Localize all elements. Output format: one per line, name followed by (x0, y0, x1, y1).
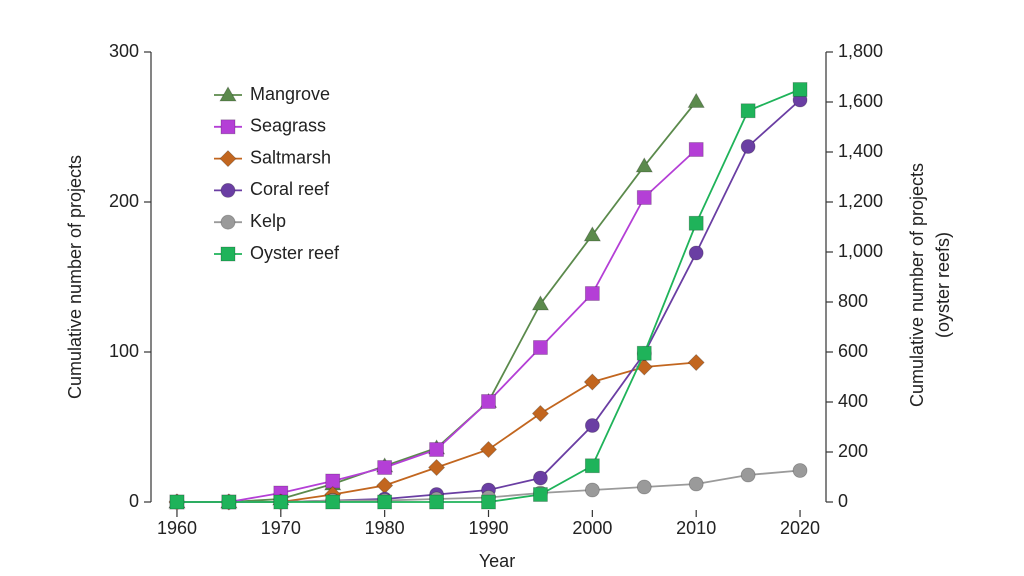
legend-marker (219, 86, 237, 102)
x-tick-label: 1970 (261, 518, 301, 538)
legend-marker (220, 246, 236, 262)
y2-tick-label: 1,800 (838, 41, 883, 61)
series-line (176, 361, 697, 503)
y-tick-label: 0 (129, 491, 139, 511)
data-point (740, 139, 756, 154)
x-tick-label: 1960 (157, 518, 197, 538)
x-tick-label: 1980 (365, 518, 405, 538)
y-tick-label: 100 (109, 341, 139, 361)
x-tick-label: 2020 (780, 518, 820, 538)
y2-axis-title: Cumulative number of projects (907, 163, 927, 407)
legend-label: Oyster reef (250, 243, 340, 263)
legend-marker (220, 214, 236, 230)
y2-tick-label: 600 (838, 341, 868, 361)
legend-label: Seagrass (250, 116, 326, 136)
y2-tick-label: 800 (838, 291, 868, 311)
data-point (273, 494, 289, 510)
data-point (584, 286, 600, 301)
data-point (531, 404, 549, 423)
data-point (376, 476, 394, 495)
data-point (635, 157, 653, 173)
data-point (584, 458, 600, 474)
legend-marker (220, 182, 236, 198)
data-point (481, 494, 496, 510)
data-point (428, 458, 446, 477)
data-point (740, 103, 756, 119)
x-tick-label: 2010 (676, 518, 716, 538)
legend-label: Mangrove (250, 84, 330, 104)
legend-marker (220, 119, 236, 135)
data-point (429, 442, 444, 457)
data-point (531, 295, 550, 311)
data-point (636, 479, 652, 495)
data-point (377, 460, 393, 475)
y2-tick-label: 400 (838, 391, 868, 411)
data-point (533, 470, 548, 486)
y2-tick-label: 1,400 (838, 141, 883, 161)
legend-label: Saltmarsh (250, 147, 331, 167)
y-axis-title: Cumulative number of projects (65, 155, 85, 399)
data-point (584, 418, 600, 433)
data-point (325, 494, 341, 510)
legend-label: Coral reef (250, 179, 330, 199)
data-point (377, 494, 393, 510)
legend-marker (219, 150, 237, 168)
y2-tick-label: 0 (838, 491, 848, 511)
data-point (688, 142, 704, 157)
data-point (688, 476, 704, 492)
data-point (740, 467, 756, 483)
x-axis-title: Year (479, 551, 515, 571)
data-point (479, 440, 498, 459)
data-point (687, 92, 705, 108)
data-point (583, 373, 601, 391)
data-point (688, 245, 704, 261)
data-point (533, 340, 548, 355)
data-point (636, 190, 652, 205)
y-tick-label: 200 (109, 191, 139, 211)
y2-tick-label: 1,600 (838, 91, 883, 111)
data-point (325, 473, 341, 489)
data-point (636, 345, 652, 361)
y2-tick-label: 1,200 (838, 191, 883, 211)
data-point (169, 494, 185, 510)
data-point (687, 353, 705, 372)
data-point (584, 482, 600, 498)
y2-axis-title: (oyster reefs) (933, 232, 953, 338)
data-point (688, 215, 704, 231)
data-point (792, 82, 808, 97)
y2-tick-label: 200 (838, 441, 868, 461)
x-tick-label: 2000 (572, 518, 612, 538)
x-tick-label: 1990 (468, 518, 508, 538)
y2-tick-label: 1,000 (838, 241, 883, 261)
legend-label: Kelp (250, 211, 286, 231)
data-point (221, 494, 237, 510)
data-point (481, 394, 496, 409)
data-point (583, 226, 602, 242)
data-point (533, 487, 548, 502)
data-point (792, 463, 808, 478)
y-tick-label: 300 (109, 41, 139, 61)
data-point (429, 494, 444, 510)
